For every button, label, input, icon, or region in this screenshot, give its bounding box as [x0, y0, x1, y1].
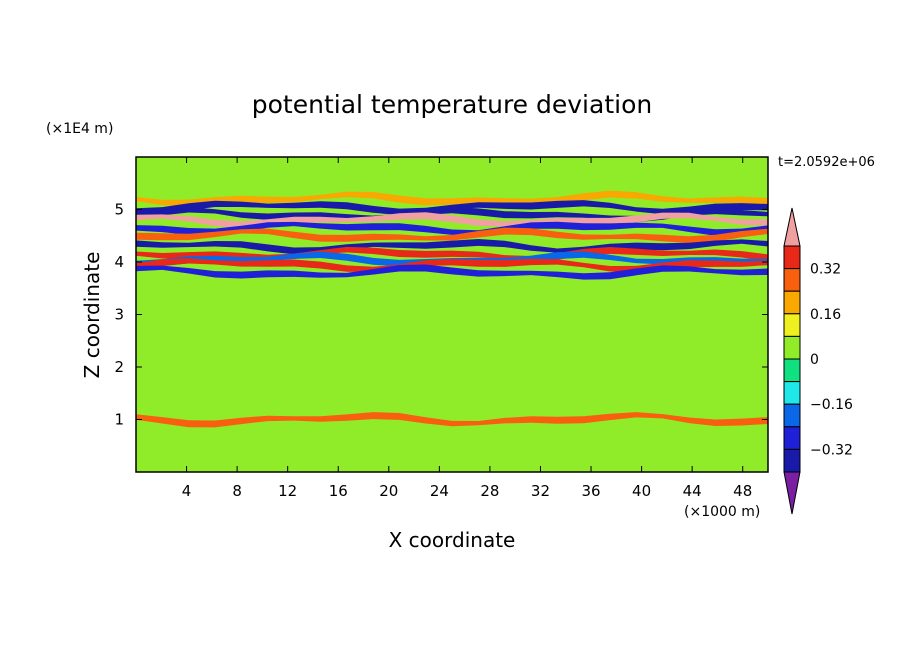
colorbar: 0.32 0.16 0 −0.16 −0.32	[783, 207, 853, 515]
contour-band	[136, 412, 768, 428]
x-tick-label: 28	[480, 482, 499, 500]
y-tick-label: 5	[114, 201, 124, 219]
y-tick-label: 4	[114, 253, 124, 271]
y-unit-label: (×1E4 m)	[46, 121, 113, 137]
colorbar-label: −0.32	[810, 442, 853, 458]
colorbar-segment	[783, 403, 801, 428]
colorbar-segment	[783, 335, 801, 360]
x-axis-label: X coordinate	[389, 528, 516, 552]
x-tick-label: 40	[632, 482, 651, 500]
x-tick-label: 20	[379, 482, 398, 500]
colorbar-segment	[783, 426, 801, 450]
colorbar-label: −0.16	[810, 397, 853, 413]
y-axis-label: Z coordinate	[80, 252, 104, 379]
x-tick-label: 44	[683, 482, 702, 500]
plot-area	[136, 157, 768, 472]
x-tick-label: 16	[329, 482, 348, 500]
y-tick-label: 1	[114, 411, 124, 429]
x-tick-label: 48	[733, 482, 752, 500]
colorbar-segment	[783, 268, 801, 292]
colorbar-label: 0.32	[810, 262, 841, 278]
colorbar-segment	[783, 245, 801, 270]
colorbar-segment	[783, 358, 801, 383]
colorbar-segment	[783, 381, 801, 405]
x-tick-label: 12	[278, 482, 297, 500]
chart-title: potential temperature deviation	[252, 90, 652, 119]
x-tick-label: 36	[581, 482, 600, 500]
contour-band	[136, 239, 768, 255]
colorbar-label: 0.16	[810, 307, 841, 323]
time-label: t=2.0592e+06	[778, 155, 875, 170]
x-unit-label: (×1000 m)	[684, 504, 760, 520]
x-tick-label: 4	[182, 482, 192, 500]
contour-band	[136, 221, 768, 236]
colorbar-segment	[783, 448, 801, 473]
colorbar-label: 0	[810, 352, 819, 368]
colorbar-segment	[783, 313, 801, 337]
colorbar-extend-bottom	[783, 471, 801, 515]
x-tick-label: 8	[232, 482, 242, 500]
x-tick-label: 32	[531, 482, 550, 500]
contour-band	[136, 190, 768, 206]
contour-band	[136, 258, 768, 273]
y-tick-label: 3	[114, 306, 124, 324]
colorbar-segment	[783, 290, 801, 315]
y-tick-label: 2	[114, 358, 124, 376]
x-tick-label: 24	[430, 482, 449, 500]
contour-band	[136, 227, 768, 244]
contour-band	[136, 264, 768, 280]
colorbar-extend-top	[783, 207, 801, 247]
